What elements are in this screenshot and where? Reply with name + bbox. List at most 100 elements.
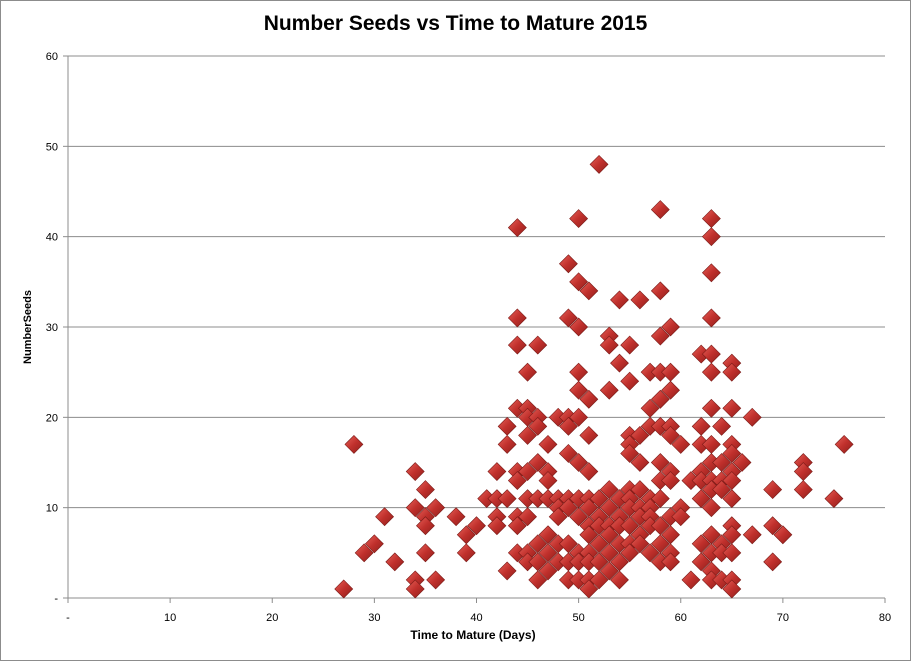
data-point xyxy=(701,435,721,454)
data-point xyxy=(650,489,670,509)
y-tick-label: 60 xyxy=(46,51,58,63)
data-point xyxy=(589,570,609,590)
data-point xyxy=(640,543,660,563)
data-point xyxy=(548,507,568,527)
data-point xyxy=(701,498,721,518)
data-point xyxy=(701,344,721,364)
data-point xyxy=(681,570,701,590)
data-point xyxy=(712,416,732,436)
data-point xyxy=(824,489,844,509)
data-point xyxy=(569,380,589,400)
data-point xyxy=(599,335,619,355)
y-tick-label: 40 xyxy=(46,232,58,244)
data-point xyxy=(763,480,783,500)
y-tick-label: 50 xyxy=(46,141,58,153)
data-point xyxy=(701,308,721,328)
data-point xyxy=(558,308,578,328)
data-point xyxy=(579,579,599,599)
data-point xyxy=(569,507,589,527)
data-point xyxy=(620,371,640,391)
x-tick-label: 10 xyxy=(164,612,176,624)
x-tick-label: 80 xyxy=(879,612,891,624)
data-point xyxy=(569,272,589,292)
data-point xyxy=(456,543,476,563)
data-point xyxy=(620,444,640,463)
data-point xyxy=(630,425,650,445)
data-point xyxy=(630,534,650,554)
data-point xyxy=(650,326,670,346)
data-point xyxy=(579,462,599,481)
chart-title: Number Seeds vs Time to Mature 2015 xyxy=(263,12,648,35)
data-point xyxy=(661,362,680,382)
data-point xyxy=(661,425,680,445)
data-point xyxy=(334,579,354,599)
x-tick-label: 40 xyxy=(470,612,482,624)
data-point xyxy=(742,407,762,427)
data-point xyxy=(507,335,527,355)
y-tick-label: 30 xyxy=(46,322,58,334)
data-point xyxy=(650,281,670,301)
data-point xyxy=(405,579,425,599)
data-point xyxy=(569,317,589,337)
data-point xyxy=(834,435,854,454)
data-point xyxy=(528,453,548,472)
data-point xyxy=(579,281,599,301)
y-tick-label: 10 xyxy=(46,503,58,515)
data-point xyxy=(528,335,548,355)
y-tick-label: - xyxy=(54,593,58,605)
data-point xyxy=(579,425,599,445)
data-point xyxy=(416,480,435,500)
data-point xyxy=(375,507,395,527)
data-point xyxy=(558,498,578,518)
data-point xyxy=(630,290,650,310)
data-point xyxy=(426,498,446,518)
data-point xyxy=(722,398,742,418)
data-point xyxy=(497,435,517,454)
data-point xyxy=(763,516,783,536)
data-point xyxy=(507,308,527,328)
data-point xyxy=(385,552,405,572)
data-point xyxy=(497,561,517,581)
data-point xyxy=(701,263,721,283)
data-point xyxy=(620,543,640,563)
data-point xyxy=(732,453,752,472)
data-point xyxy=(793,480,813,500)
data-point xyxy=(518,507,537,527)
data-point xyxy=(528,416,548,436)
data-point xyxy=(661,552,680,572)
data-point xyxy=(446,507,466,527)
data-point xyxy=(569,453,589,472)
data-point xyxy=(722,579,742,599)
data-point xyxy=(610,290,629,310)
data-point xyxy=(487,516,507,536)
data-point xyxy=(661,380,680,400)
y-tick-label: 20 xyxy=(46,412,58,424)
data-point xyxy=(661,471,680,490)
data-point xyxy=(701,227,721,247)
data-point xyxy=(701,362,721,382)
data-point xyxy=(722,489,742,509)
data-point xyxy=(416,543,435,563)
data-point xyxy=(569,407,589,427)
data-point xyxy=(558,254,578,274)
x-tick-label: 70 xyxy=(777,612,789,624)
x-tick-label: 50 xyxy=(573,612,585,624)
data-point xyxy=(610,353,629,373)
data-point xyxy=(467,516,486,536)
data-point xyxy=(416,516,435,536)
data-point xyxy=(671,435,691,454)
data-point xyxy=(722,543,742,563)
data-point xyxy=(518,462,537,481)
data-point xyxy=(497,416,517,436)
data-point xyxy=(701,398,721,418)
data-point xyxy=(691,416,711,436)
data-point xyxy=(538,435,558,454)
data-point xyxy=(507,218,527,238)
data-point xyxy=(497,489,517,509)
data-point xyxy=(630,453,650,472)
data-point xyxy=(650,200,670,219)
data-point xyxy=(610,570,629,590)
x-axis-label: Time to Mature (Days) xyxy=(410,628,536,642)
